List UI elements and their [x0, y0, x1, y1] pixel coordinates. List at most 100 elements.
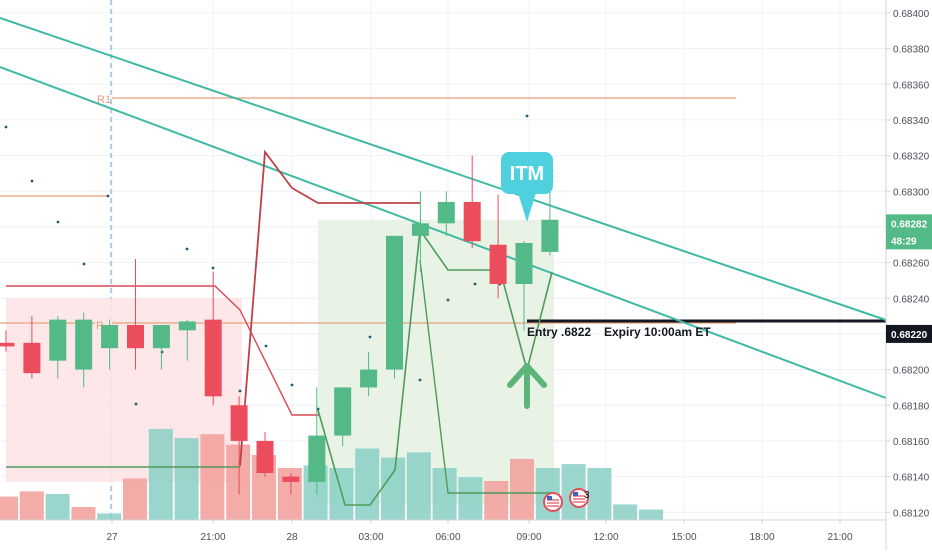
volume-bar [71, 507, 96, 520]
indicator-red-spike [239, 149, 420, 467]
entry-text: Entry .6822 [527, 325, 591, 339]
itm-label: ITM [510, 163, 544, 185]
us-flag-event-icon-2[interactable] [569, 488, 589, 508]
x-tick-label: 03:00 [358, 532, 383, 543]
candle-body[interactable] [23, 342, 41, 374]
x-tick-label: 21:00 [827, 532, 852, 543]
up-arrow-icon [507, 363, 547, 409]
candle-body[interactable] [334, 387, 352, 436]
candle-body[interactable] [463, 201, 481, 242]
marker-dot [82, 262, 86, 266]
event-count: 3 [584, 490, 590, 501]
y-axis-bg [886, 0, 932, 550]
y-tick-label: 0.68140 [893, 473, 930, 484]
price-badge-bg [886, 231, 932, 250]
volume-bar [277, 468, 302, 520]
candle-body[interactable] [386, 235, 403, 370]
x-axis-bg [0, 520, 886, 550]
marker-dot [134, 402, 138, 406]
volume-bar [613, 504, 638, 520]
y-tick-label: 0.68400 [893, 9, 930, 20]
price-badge: 48:29 [886, 231, 932, 250]
candle-body[interactable] [360, 369, 378, 388]
itm-bubble [501, 152, 553, 194]
price-badge: 0.68220 [886, 324, 932, 343]
volume-bar [510, 458, 534, 520]
candle-body[interactable] [515, 242, 533, 284]
marker-dot [446, 298, 450, 302]
y-tick-label: 0.68260 [893, 259, 930, 270]
volume-bar [226, 444, 251, 520]
marker-dot [473, 282, 477, 286]
channel-upper [0, 17, 887, 321]
candle-body[interactable] [127, 325, 144, 349]
price-badge-label: 0.68282 [891, 219, 928, 230]
marker-dot [238, 389, 242, 393]
candle-body[interactable] [75, 319, 93, 370]
volume-bar [174, 438, 199, 520]
volume-bar [355, 448, 380, 520]
expiry-text: Expiry 10:00am ET [604, 325, 711, 339]
marker-dot [290, 383, 294, 387]
x-tick-label: 12:00 [593, 532, 618, 543]
candle-body[interactable] [541, 219, 559, 252]
itm-bubble-pointer [518, 193, 536, 222]
y-tick-label: 0.68320 [893, 152, 930, 163]
x-tick-label: 28 [286, 532, 298, 543]
price-badge-bg [886, 324, 932, 343]
y-tick-label: 0.68120 [893, 508, 930, 519]
marker-dot [185, 247, 189, 251]
level-label-p: P [96, 320, 103, 332]
volume-bar [484, 481, 509, 520]
candle-body[interactable] [49, 319, 67, 361]
volume-bar [381, 457, 405, 520]
candle-body[interactable] [489, 244, 507, 284]
candles [0, 155, 559, 495]
volume-bar [97, 513, 122, 520]
y-tick-label: 0.68240 [893, 294, 930, 305]
price-badge-bg [886, 214, 932, 233]
y-tick-label: 0.68180 [893, 401, 930, 412]
candle-body[interactable] [308, 435, 326, 482]
candle-body[interactable] [230, 405, 248, 441]
marker-dot [525, 114, 529, 118]
volume-bar [406, 452, 431, 520]
candle-body[interactable] [178, 321, 196, 331]
x-tick-label: 27 [106, 532, 118, 543]
price-badge-label: 48:29 [891, 236, 917, 247]
candle-body[interactable] [152, 325, 170, 349]
candle-body[interactable] [256, 440, 274, 474]
marker-dot [418, 378, 422, 382]
marker-dot [4, 125, 8, 129]
y-tick-label: 0.68160 [893, 437, 930, 448]
volume-bar [639, 509, 663, 520]
us-flag-event-icon[interactable] [543, 492, 563, 512]
candle-body[interactable] [282, 476, 300, 482]
price-badge-label: 0.68220 [891, 330, 928, 341]
level-label-r1: R1 [97, 94, 111, 106]
marker-dot [30, 179, 34, 183]
zones [6, 219, 554, 506]
candle-body[interactable] [437, 201, 455, 224]
channel-lower [0, 66, 887, 399]
indicator-red [6, 285, 320, 416]
candle-body[interactable] [101, 325, 119, 349]
marker-dot [264, 344, 268, 348]
volume-bar [432, 468, 457, 520]
volume-bar [458, 477, 483, 520]
volume-bar [587, 468, 612, 520]
y-tick-label: 0.68300 [893, 187, 930, 198]
x-tick-label: 18:00 [749, 532, 774, 543]
volume-bar [123, 478, 147, 520]
candle-body[interactable] [0, 342, 15, 347]
x-tick-label: 15:00 [671, 532, 696, 543]
candle-body[interactable] [204, 319, 222, 397]
candle-body[interactable] [411, 223, 429, 236]
x-tick-label: 21:00 [200, 532, 225, 543]
y-tick-label: 0.68380 [893, 45, 930, 56]
x-tick-label: 09:00 [516, 532, 541, 543]
x-tick-label: 06:00 [435, 532, 460, 543]
marker-dot [211, 266, 215, 270]
